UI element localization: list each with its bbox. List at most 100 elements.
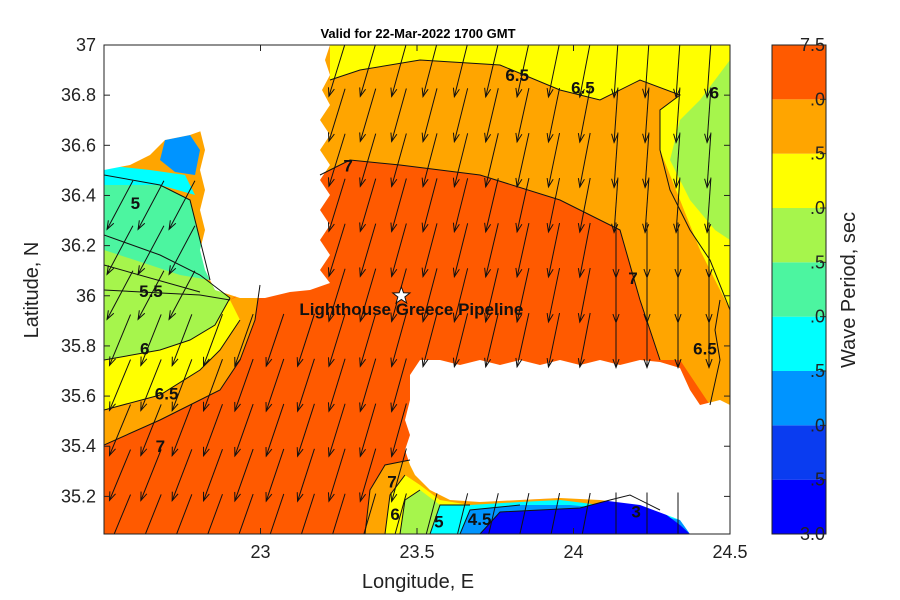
- band-4.5-5-west: [104, 165, 195, 195]
- wave-arrow: [106, 180, 134, 230]
- wave-arrow: [328, 178, 346, 232]
- wave-arrow: [238, 493, 254, 534]
- wave-arrow-head: [171, 446, 179, 458]
- wave-arrow: [168, 270, 196, 320]
- colorbar-band: [772, 425, 826, 480]
- wave-arrow-head: [168, 220, 177, 231]
- wave-arrow-head: [673, 88, 681, 99]
- wave-arrow-head: [643, 358, 651, 369]
- wave-arrow: [328, 448, 346, 502]
- wave-arrow-head: [546, 357, 554, 369]
- pipeline-site-marker: [391, 285, 412, 305]
- wave-arrow-head: [390, 312, 398, 323]
- band-5.5-6-west: [104, 235, 230, 360]
- wave-arrow-head: [577, 88, 585, 99]
- wave-arrow-head: [204, 537, 210, 546]
- wave-arrow: [109, 359, 131, 411]
- wave-arrow: [106, 270, 134, 320]
- contour-label: 7: [387, 472, 396, 491]
- wave-arrow-head: [452, 357, 460, 369]
- wave-arrow: [453, 45, 468, 97]
- wave-arrow: [394, 493, 407, 534]
- wave-arrow: [328, 313, 346, 367]
- wave-arrow-head: [515, 132, 523, 144]
- wave-arrow: [203, 449, 223, 501]
- wave-arrow: [706, 87, 712, 143]
- band-5.5-6-east: [670, 60, 730, 240]
- band-6-6.5-north: [330, 45, 730, 310]
- wave-arrow-head: [515, 87, 523, 99]
- wave-arrow: [359, 178, 377, 232]
- wave-arrow: [516, 313, 530, 367]
- colorbar-band: [772, 479, 826, 534]
- plot-area[interactable]: 6.5 6.5 6 7 5 5.5 6 6.5 7 7 6.5 7 6 5 4.5 3 Lighthouse …: [104, 43, 730, 548]
- wave-arrow-head: [390, 357, 398, 368]
- wave-arrow: [265, 358, 285, 412]
- wave-arrow: [706, 45, 712, 98]
- x-tick-label: 24: [563, 542, 583, 562]
- wave-arrow-head: [359, 357, 367, 368]
- wave-arrow-head: [203, 446, 210, 458]
- wave-arrow-head: [642, 133, 650, 144]
- wave-arrow: [391, 45, 407, 97]
- wave-arrow: [516, 178, 530, 232]
- wave-arrow-head: [577, 178, 585, 189]
- wave-arrow: [485, 223, 499, 277]
- wave-arrow-head: [611, 88, 619, 99]
- wave-arrow-head: [109, 536, 115, 545]
- wave-arrow-head: [546, 267, 554, 279]
- wave-arrow: [644, 87, 650, 143]
- wave-arrow: [359, 448, 377, 502]
- contour-label: 7: [343, 156, 352, 175]
- x-tick-label: 24.5: [712, 542, 747, 562]
- wave-arrow-head: [577, 268, 585, 279]
- contour-labels: 6.5 6.5 6 7 5 5.5 6 6.5 7 7 6.5 7 6 5 4.5 3: [131, 66, 720, 531]
- colorbar-frame: [771, 44, 827, 535]
- wave-arrow-head: [137, 310, 146, 321]
- wave-arrow-head: [546, 132, 554, 144]
- wave-arrow: [485, 268, 499, 322]
- wave-arrow-head: [453, 538, 459, 547]
- wave-arrow: [297, 448, 315, 502]
- wave-arrow-head: [577, 313, 585, 324]
- wave-arrow: [485, 133, 499, 187]
- wave-arrow: [109, 404, 131, 456]
- x-tick-label: 23.5: [399, 542, 434, 562]
- wave-arrow-head: [359, 447, 367, 458]
- colorbar-tick-label: 3.0: [800, 524, 825, 544]
- wave-arrow-head: [140, 356, 148, 367]
- wave-arrow-head: [611, 223, 619, 234]
- wave-arrow: [422, 178, 438, 232]
- wave-arrow: [109, 449, 131, 501]
- wave-arrow-head: [168, 310, 177, 321]
- wave-arrow-head: [390, 222, 398, 233]
- colorbar-band: [772, 316, 826, 371]
- pipeline-site-label: Lighthouse Greece Pipeline: [299, 300, 523, 319]
- wave-arrow-head: [515, 357, 523, 369]
- wave-arrow: [391, 403, 407, 457]
- wave-arrow: [453, 178, 469, 232]
- wave-arrow: [485, 45, 499, 97]
- wave-arrow: [488, 493, 499, 534]
- wave-arrow-head: [234, 356, 241, 368]
- wave-arrow-head: [452, 222, 460, 234]
- wave-arrow-head: [515, 312, 523, 324]
- wave-arrow-head: [359, 222, 367, 233]
- wave-arrow-head: [328, 537, 334, 546]
- wave-arrow: [675, 177, 681, 233]
- wave-arrow: [144, 494, 162, 534]
- wave-arrow-head: [674, 358, 682, 369]
- wave-arrow: [613, 45, 619, 98]
- wave-arrow-head: [140, 491, 148, 502]
- wave-arrow-head: [296, 492, 304, 503]
- wave-arrow: [109, 314, 131, 366]
- wave-arrow-head: [235, 537, 241, 546]
- wave-arrow-head: [611, 178, 619, 189]
- wave-arrow-head: [642, 223, 650, 234]
- colorbar-tick-label: .5: [810, 144, 825, 164]
- wave-arrow: [171, 449, 193, 501]
- wave-arrow-head: [171, 401, 179, 413]
- wave-arrow: [328, 358, 346, 412]
- wave-arrow: [234, 448, 254, 502]
- wave-arrow-head: [137, 265, 146, 276]
